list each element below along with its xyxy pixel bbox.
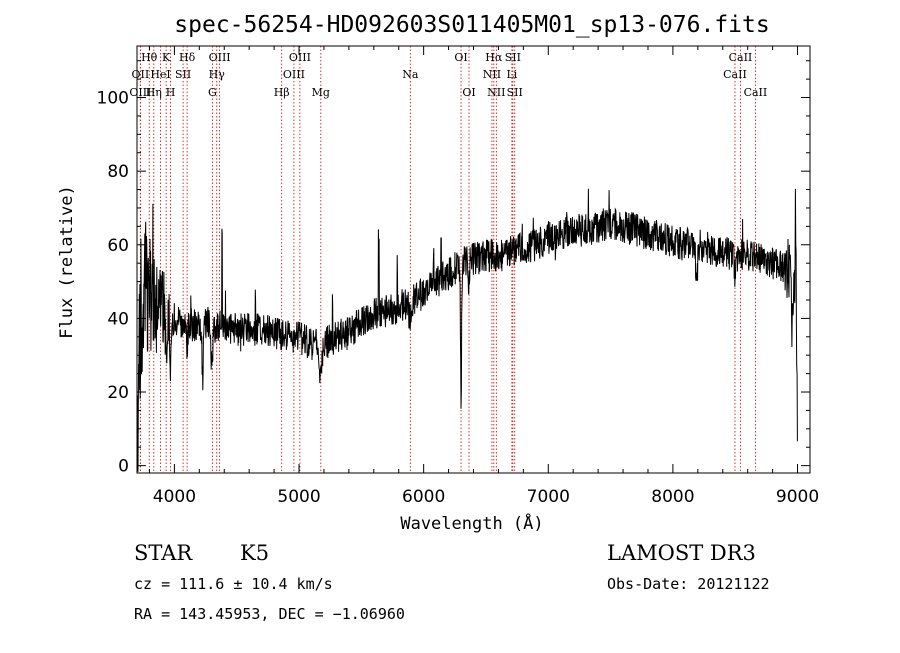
reference-line-label: CaII [729, 51, 753, 64]
x-tick-label: 4000 [153, 487, 196, 507]
reference-line-label: Na [402, 68, 419, 81]
reference-line-label: H [166, 86, 176, 99]
reference-line-label: Hδ [179, 51, 196, 64]
x-axis-label: Wavelength (Å) [400, 512, 543, 534]
y-tick-label: 0 [118, 457, 129, 477]
reference-line-label: Hθ [141, 51, 158, 64]
reference-line-label: NII [487, 86, 505, 99]
reference-line-label: K [162, 51, 171, 64]
reference-line-label: Hα [485, 51, 503, 64]
reference-line-label: Li [506, 68, 517, 81]
object-class: STAR [134, 541, 193, 565]
reference-line-label: OI [454, 51, 467, 64]
chart-title: spec-56254-HD092603S011405M01_sp13-076.f… [174, 12, 769, 38]
survey-name: LAMOST DR3 [607, 541, 756, 565]
reference-line-label: Hη [146, 86, 162, 99]
x-tick-label: 9000 [776, 487, 819, 507]
reference-line-label: Hβ [274, 86, 290, 99]
y-tick-label: 60 [107, 236, 129, 256]
reference-line-labels: OII OIII Hθ Hη HeI K H SII Hδ G OIII Hγ Hβ OIII OIII Mg… [129, 51, 767, 99]
x-tick-label: 8000 [651, 487, 694, 507]
reference-line-label: OI [462, 86, 475, 99]
spectrum-line [136, 188, 798, 472]
reference-line-label: SII [507, 86, 523, 99]
reference-line-label: OIII [209, 51, 231, 64]
reference-line-label: SII [505, 51, 521, 64]
reference-line-label: OIII [129, 86, 151, 99]
y-tick-label: 100 [97, 89, 129, 109]
reference-line-label: NII [483, 68, 501, 81]
coordinates: RA = 143.45953, DEC = −1.06960 [134, 605, 405, 623]
reference-line-label: OIII [289, 51, 311, 64]
y-tick-label: 40 [107, 309, 129, 329]
reference-lines [139, 46, 756, 473]
reference-line-label: OII [132, 68, 150, 81]
reference-line-label: Mg [312, 86, 330, 99]
observation-date: Obs-Date: 20121122 [607, 575, 770, 593]
y-tick-label: 20 [107, 383, 129, 403]
x-tick-label: 7000 [527, 487, 570, 507]
reference-line-label: CaII [744, 86, 768, 99]
reference-line-label: OIII [283, 68, 305, 81]
reference-line-label: SII [175, 68, 191, 81]
y-tick-label: 80 [107, 162, 129, 182]
reference-line-label: CaII [723, 68, 747, 81]
x-tick-label: 5000 [277, 487, 320, 507]
reference-line-label: G [208, 86, 217, 99]
y-axis-label: Flux (relative) [57, 185, 77, 339]
y-axis-ticks: 0 20 40 60 80 100 [97, 60, 810, 477]
reference-line-label: Hγ [209, 68, 226, 81]
redshift-cz: cz = 111.6 ± 10.4 km/s [134, 575, 333, 593]
x-axis-ticks: 4000 5000 6000 7000 8000 9000 [148, 46, 819, 507]
object-subclass: K5 [240, 541, 269, 565]
reference-line-label: HeI [150, 68, 170, 81]
x-tick-label: 6000 [402, 487, 445, 507]
